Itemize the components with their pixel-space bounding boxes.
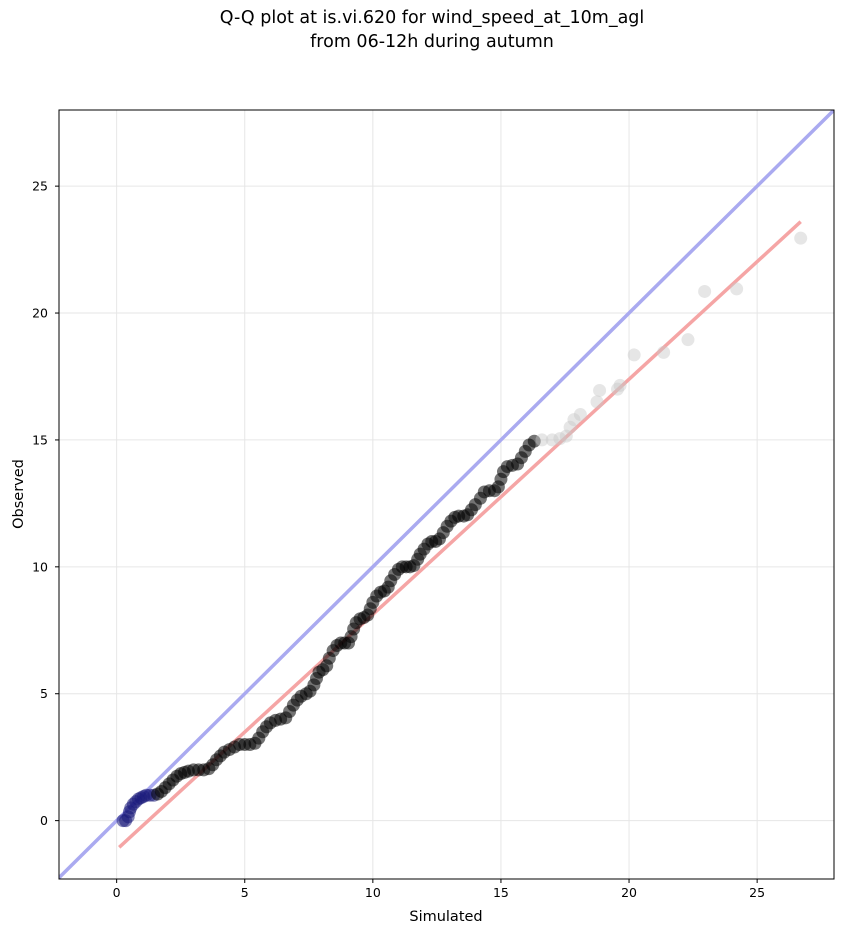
x-tick-label: 15: [493, 885, 509, 900]
plot-frame: [58, 109, 835, 880]
y-tick-label: 20: [32, 306, 48, 321]
chart-title-line-2: from 06-12h during autumn: [310, 32, 554, 52]
one-to-one-reference-line: [59, 110, 834, 879]
y-tick-label: 5: [40, 686, 48, 701]
data-point: [627, 348, 641, 362]
x-tick-label: 20: [621, 885, 637, 900]
x-tick-label: 5: [241, 885, 249, 900]
data-point: [730, 282, 744, 296]
data-point: [613, 378, 627, 392]
data-point: [535, 433, 549, 447]
x-axis-ticks: 0 5 10 15 20 25: [113, 879, 765, 900]
data-point: [593, 383, 607, 397]
x-tick-label: 25: [749, 885, 765, 900]
data-points: [116, 231, 808, 828]
y-tick-label: 15: [32, 432, 48, 447]
y-tick-label: 10: [32, 559, 48, 574]
x-tick-label: 10: [365, 885, 381, 900]
y-axis-ticks: 0 5 10 15 20 25: [32, 179, 59, 828]
grid: [59, 110, 834, 879]
data-point: [559, 429, 573, 443]
data-point: [527, 434, 541, 448]
data-point: [563, 420, 577, 434]
data-point: [794, 231, 808, 245]
data-point: [567, 413, 581, 427]
y-axis-label: Observed: [11, 459, 27, 529]
data-point: [698, 284, 712, 298]
x-tick-label: 0: [113, 885, 121, 900]
chart-title: Q-Q plot at is.vi.620 for wind_speed_at_…: [220, 8, 645, 52]
data-point: [590, 395, 604, 409]
data-point: [553, 432, 567, 446]
data-point: [657, 345, 671, 359]
data-point: [681, 333, 695, 347]
chart-title-line-1: Q-Q plot at is.vi.620 for wind_speed_at_…: [220, 8, 645, 28]
data-point: [573, 408, 587, 422]
x-axis-label: Simulated: [409, 909, 482, 925]
y-tick-label: 25: [32, 179, 48, 194]
data-point: [545, 433, 559, 447]
data-point: [611, 382, 625, 396]
y-tick-label: 0: [40, 813, 48, 828]
